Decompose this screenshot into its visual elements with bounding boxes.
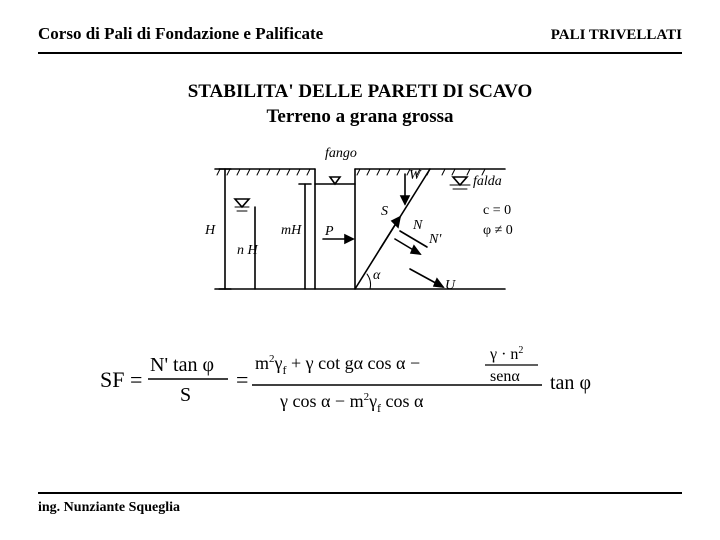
header-rule <box>38 52 682 54</box>
label-falda: falda <box>473 174 502 189</box>
label-N: N <box>412 218 423 233</box>
label-S: S <box>381 204 388 219</box>
f-eq2: = <box>236 367 248 392</box>
f-S: S <box>180 384 191 406</box>
svg-text:tan φ: tan φ <box>550 372 591 394</box>
svg-text:N' tan φ: N' tan φ <box>150 354 214 376</box>
heading-line-1: STABILITA' DELLE PARETI DI SCAVO <box>38 80 682 105</box>
label-W: W <box>409 168 422 183</box>
label-c0: c = 0 <box>483 203 511 218</box>
course-title: Corso di Pali di Fondazione e Palificate <box>38 24 323 44</box>
svg-text:γ cos α − m2γf cos α: γ cos α − m2γf cos α <box>279 391 424 415</box>
label-alpha: α <box>373 268 381 283</box>
f-eq1: = <box>130 367 142 392</box>
f-SF: SF <box>100 367 124 392</box>
svg-text:γ · n2: γ · n2 <box>489 345 523 363</box>
svg-text:senα: senα <box>490 368 520 385</box>
author-name: ing. Nunziante Squeglia <box>38 500 682 516</box>
label-H: H <box>204 223 216 238</box>
heading-line-2: Terreno a grana grossa <box>38 105 682 130</box>
label-U: U <box>445 278 456 293</box>
header-row: Corso di Pali di Fondazione e Palificate… <box>38 24 682 52</box>
svg-text:m2γf + γ cot gα cos α −: m2γf + γ cot gα cos α − <box>255 353 420 377</box>
label-fango: fango <box>325 146 357 161</box>
label-phi: φ ≠ 0 <box>483 223 513 238</box>
footer: ing. Nunziante Squeglia <box>38 492 682 516</box>
label-P: P <box>324 224 334 239</box>
main-heading: STABILITA' DELLE PARETI DI SCAVO Terreno… <box>38 80 682 129</box>
excavation-diagram: fango falda W H n H mH P S N N' U α c = … <box>195 139 525 309</box>
label-mH: mH <box>281 223 302 238</box>
slide-page: Corso di Pali di Fondazione e Palificate… <box>0 0 720 540</box>
label-nH: n H <box>237 243 259 258</box>
footer-rule <box>38 492 682 494</box>
label-Nprime: N' <box>428 232 442 247</box>
safety-factor-formula: SF = N' tan φ S = m2γf + γ cot gα cos α … <box>100 339 620 419</box>
topic-title: PALI TRIVELLATI <box>551 27 682 44</box>
